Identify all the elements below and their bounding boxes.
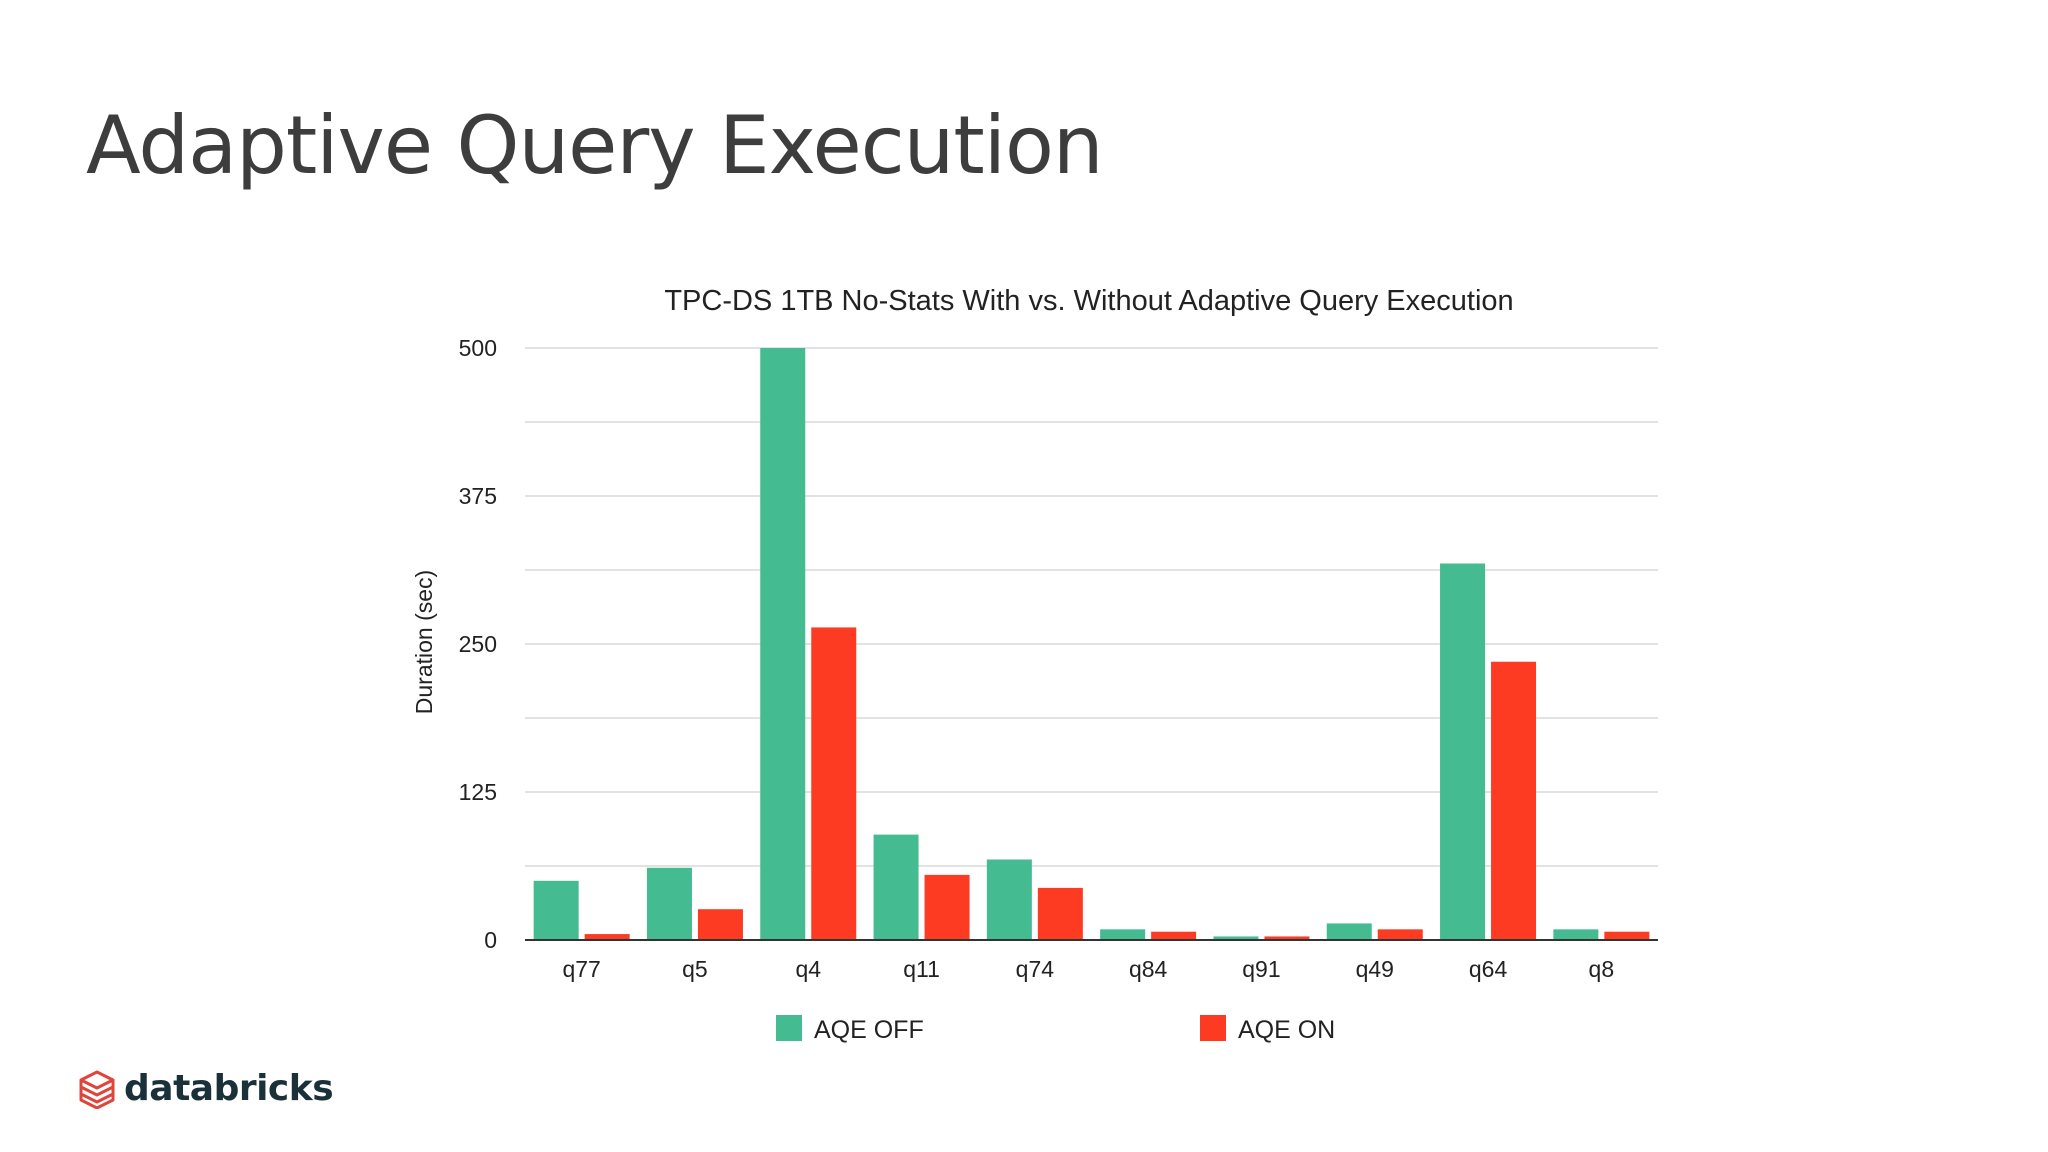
- y-tick-label: 250: [459, 631, 497, 657]
- bar-q84-aqe-on: [1151, 931, 1197, 940]
- y-axis-label: Duration (sec): [411, 570, 437, 714]
- bar-q11-aqe-off: [873, 834, 919, 940]
- databricks-logo-icon: [79, 1070, 115, 1109]
- bar-q5-aqe-off: [646, 867, 692, 940]
- x-tick-label: q8: [1589, 956, 1615, 982]
- y-axis-ticks: 0 125 250 375 500: [459, 335, 497, 953]
- legend-label: AQE ON: [1238, 1016, 1335, 1044]
- bar-q11-aqe-on: [924, 874, 970, 940]
- brand-logo: databricks: [78, 1068, 334, 1109]
- y-tick-label: 125: [459, 779, 497, 805]
- legend-swatch: [1200, 1015, 1226, 1041]
- bar-q4-aqe-off: [760, 348, 806, 940]
- y-tick-label: 500: [459, 335, 497, 361]
- x-tick-label: q84: [1129, 956, 1168, 982]
- chart-title: TPC-DS 1TB No-Stats With vs. Without Ada…: [664, 285, 1513, 317]
- bar-q74-aqe-on: [1037, 887, 1083, 940]
- bar-q84-aqe-off: [1100, 929, 1146, 940]
- bar-q49-aqe-on: [1377, 929, 1423, 940]
- x-axis-ticks: q77 q5 q4 q11 q74 q84 q91 q49 q64 q8: [562, 956, 1614, 982]
- bar-q77-aqe-off: [533, 880, 579, 940]
- y-tick-label: 375: [459, 483, 497, 509]
- bar-q91-aqe-on: [1264, 936, 1310, 940]
- x-tick-label: q91: [1242, 956, 1280, 982]
- legend-label: AQE OFF: [814, 1016, 924, 1044]
- bar-q91-aqe-off: [1213, 936, 1259, 940]
- bar-q74-aqe-off: [986, 859, 1032, 940]
- x-tick-label: q5: [682, 956, 708, 982]
- bars: [533, 348, 1650, 940]
- bar-q8-aqe-on: [1604, 931, 1650, 940]
- bar-q4-aqe-on: [811, 627, 857, 940]
- legend-swatch: [776, 1015, 802, 1041]
- legend: AQE OFF AQE ON: [776, 1015, 1335, 1044]
- brand-name: databricks: [124, 1068, 334, 1109]
- x-tick-label: q77: [562, 956, 600, 982]
- bar-q64-aqe-off: [1440, 563, 1486, 940]
- bar-q49-aqe-off: [1326, 923, 1372, 940]
- bar-q5-aqe-on: [697, 909, 743, 940]
- x-tick-label: q49: [1356, 956, 1394, 982]
- bar-q77-aqe-on: [584, 934, 630, 940]
- slide-title: Adaptive Query Execution: [86, 99, 1104, 192]
- x-tick-label: q4: [795, 956, 821, 982]
- x-tick-label: q74: [1016, 956, 1055, 982]
- bar-q8-aqe-off: [1553, 929, 1599, 940]
- x-tick-label: q11: [903, 956, 940, 982]
- bar-q64-aqe-on: [1491, 661, 1537, 940]
- gridlines: [525, 347, 1658, 867]
- y-tick-label: 0: [484, 927, 497, 953]
- x-tick-label: q64: [1469, 956, 1508, 982]
